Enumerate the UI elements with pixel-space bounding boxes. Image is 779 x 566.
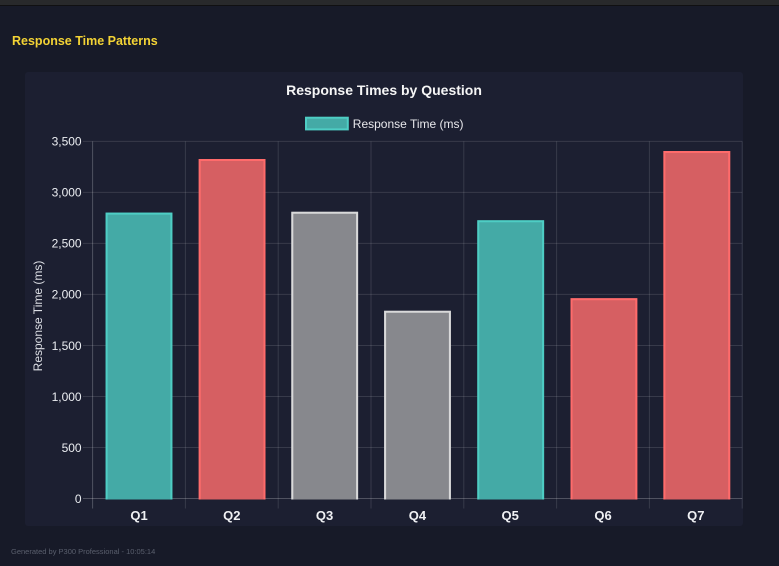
svg-text:Q1: Q1 <box>130 508 147 523</box>
svg-text:Q2: Q2 <box>223 508 240 523</box>
svg-text:Response Times by Question: Response Times by Question <box>286 82 482 98</box>
svg-text:1,000: 1,000 <box>52 390 82 404</box>
svg-text:Q4: Q4 <box>409 508 427 523</box>
svg-text:500: 500 <box>62 441 82 455</box>
svg-text:3,000: 3,000 <box>52 186 82 200</box>
svg-text:Response Time (ms): Response Time (ms) <box>31 261 45 372</box>
svg-text:2,000: 2,000 <box>52 288 82 302</box>
svg-text:Response Time (ms): Response Time (ms) <box>353 117 464 131</box>
svg-text:Q3: Q3 <box>316 508 333 523</box>
svg-text:Q7: Q7 <box>687 508 704 523</box>
svg-text:1,500: 1,500 <box>52 339 82 353</box>
svg-text:3,500: 3,500 <box>52 135 82 149</box>
svg-text:2,500: 2,500 <box>52 237 82 251</box>
svg-text:0: 0 <box>75 492 82 506</box>
svg-text:Q5: Q5 <box>502 508 519 523</box>
svg-text:Q6: Q6 <box>594 508 611 523</box>
